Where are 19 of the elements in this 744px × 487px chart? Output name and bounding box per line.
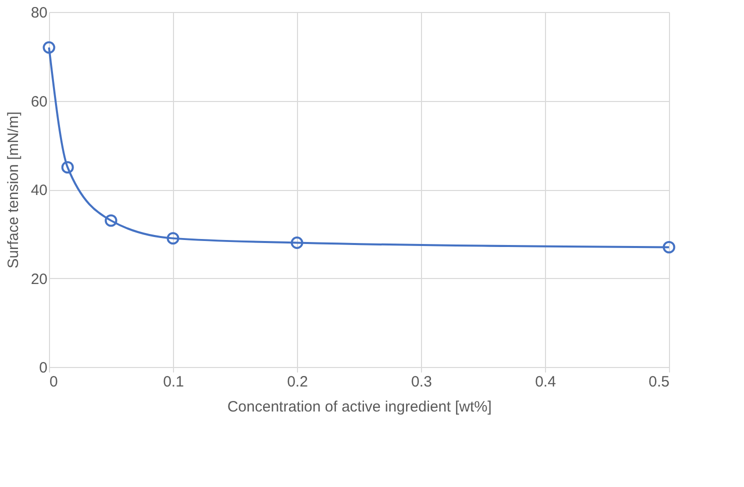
y-tick-label: 80	[30, 4, 48, 22]
x-axis-title: Concentration of active ingredient [wt%]	[227, 398, 492, 416]
x-tick-label: 0.4	[535, 374, 556, 390]
point	[662, 240, 676, 254]
x-tick-label: 0.1	[163, 374, 184, 390]
point	[290, 236, 304, 249]
point	[61, 161, 74, 174]
y-tick-label: 0	[39, 360, 48, 376]
y-tick-label: 60	[30, 93, 48, 110]
x-tick-label: 0	[50, 374, 58, 390]
point	[42, 41, 56, 54]
x-tick-label: 0.3	[411, 374, 432, 390]
point	[166, 232, 180, 245]
x-tick-label: 0.5	[648, 374, 670, 390]
y-tick-label: 20	[30, 270, 48, 288]
point	[104, 214, 118, 227]
y-tick-label: 40	[30, 182, 48, 199]
x-tick-label: 0.2	[287, 374, 308, 390]
y-axis-title: Surface tension [mN/m]	[4, 112, 22, 268]
